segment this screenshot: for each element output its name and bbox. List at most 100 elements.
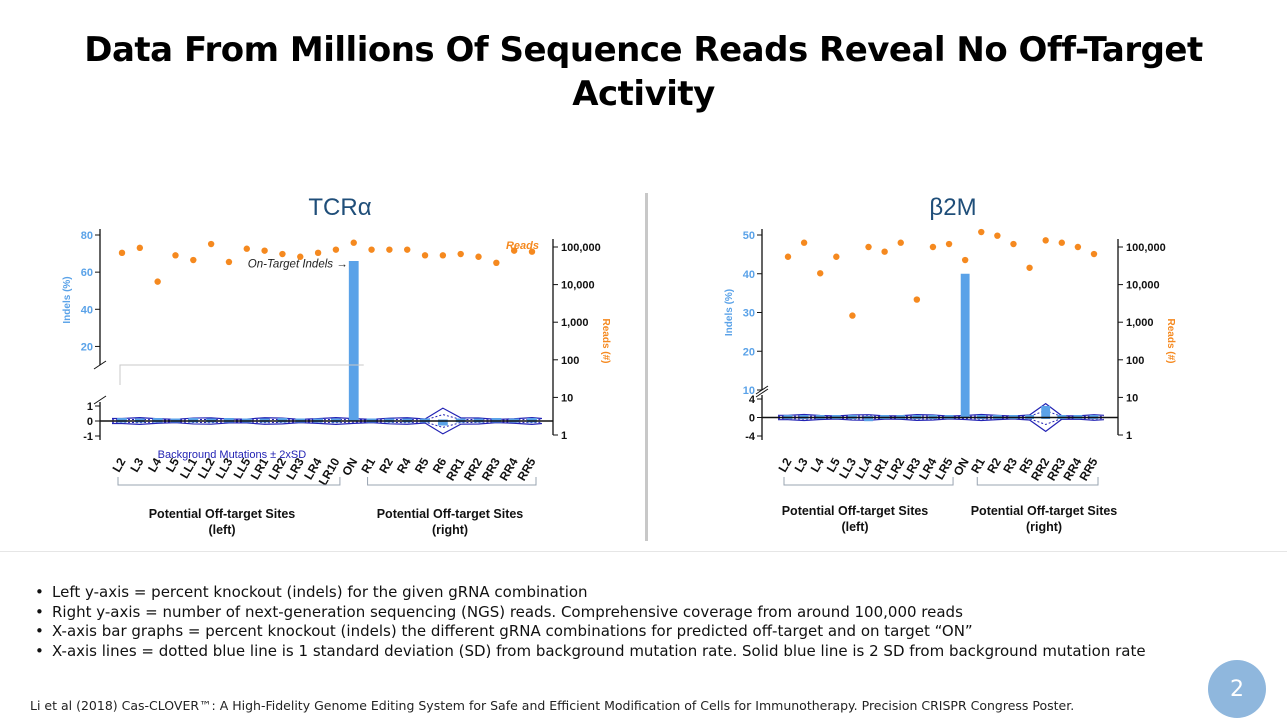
slide-title-line1: Data From Millions Of Sequence Reads Rev… xyxy=(84,30,1203,70)
y2-tick-label: 1 xyxy=(561,430,567,442)
y2-tick-label: 1,000 xyxy=(1126,317,1154,329)
y-tick-label: 50 xyxy=(743,230,755,242)
axis-break-mark xyxy=(755,388,769,398)
y2-tick-label: 10 xyxy=(561,392,573,404)
reads-point xyxy=(457,250,464,258)
group-label-line1: Potential Off-target Sites xyxy=(782,504,929,518)
reads-point xyxy=(510,247,518,254)
x-tick-label: L4 xyxy=(808,455,827,474)
y-tick-label: 20 xyxy=(743,346,755,358)
reads-point xyxy=(172,252,179,259)
y-axis-label: Indels (%) xyxy=(62,276,73,323)
reads-point xyxy=(493,259,500,267)
y-tick-label: 1 xyxy=(87,401,93,413)
reads-point xyxy=(297,253,304,260)
b2m-chart: β2M 10 20 30 40 50 -4 0 4 Indels (%) 1 10 100 1,000 10… xyxy=(724,194,1176,534)
reads-point xyxy=(439,252,447,259)
reads-point xyxy=(475,253,482,260)
on-target-annotation: On-Target Indels → xyxy=(248,258,348,270)
page-number-badge: 2 xyxy=(1208,660,1266,718)
x-tick-label: R1 xyxy=(968,455,988,476)
group-bracket xyxy=(976,477,1099,486)
indel-bar xyxy=(960,273,970,418)
x-tick-label: R5 xyxy=(1016,455,1036,476)
x-tick-label: R2 xyxy=(376,455,396,476)
group-label-line2: (right) xyxy=(1026,520,1062,534)
axis-break-mark xyxy=(93,360,107,370)
reads-point xyxy=(1058,239,1065,246)
y2-tick-label: 1,000 xyxy=(561,317,589,329)
y2-axis-label: Reads (#) xyxy=(1165,318,1176,363)
slide-title: Data From Millions Of Sequence Reads Rev… xyxy=(40,28,1247,116)
reads-point xyxy=(404,246,411,253)
reads-point xyxy=(386,246,393,253)
y-tick-label: 20 xyxy=(81,341,93,353)
slide-title-line2: Activity xyxy=(572,74,715,114)
y-tick-label: 80 xyxy=(81,230,93,242)
indel-bar xyxy=(1041,405,1051,419)
reads-point xyxy=(865,243,872,251)
x-tick-label: RR4 xyxy=(497,455,521,483)
sd2-lower-line xyxy=(112,422,543,435)
sd1-upper-line xyxy=(778,410,1105,418)
bullet-item: Right y-axis = number of next-generation… xyxy=(32,603,1146,623)
x-tick-label: L4 xyxy=(145,455,164,474)
x-tick-label: R4 xyxy=(394,455,414,476)
reads-point xyxy=(154,278,161,285)
x-tick-label: L2 xyxy=(109,455,128,474)
y-tick-label: 30 xyxy=(743,308,755,320)
group-bracket xyxy=(367,477,537,486)
bullet-list: Left y-axis = percent knockout (indels) … xyxy=(32,583,1146,661)
x-tick-label: R3 xyxy=(1000,455,1020,476)
chart-title: TCRα xyxy=(308,194,371,221)
callout-frame xyxy=(119,364,364,385)
y-tick-label: -4 xyxy=(745,431,756,443)
background-annotation: Background Mutations ± 2xSD xyxy=(158,449,307,461)
panel-divider xyxy=(645,193,648,541)
x-tick-label: L5 xyxy=(824,455,843,474)
reads-point xyxy=(279,250,286,258)
group-label-line2: (left) xyxy=(841,520,868,534)
reads-point xyxy=(225,258,233,266)
footer-divider xyxy=(0,551,1287,552)
reads-point xyxy=(1042,237,1049,244)
reads-point xyxy=(243,245,250,252)
reads-point xyxy=(136,244,144,252)
reads-point xyxy=(1074,243,1082,251)
reads-point xyxy=(368,246,375,253)
y2-tick-label: 100 xyxy=(561,355,579,367)
y2-tick-label: 100,000 xyxy=(1126,242,1166,254)
reads-point xyxy=(332,246,340,253)
y2-tick-label: 10,000 xyxy=(561,280,595,292)
y-tick-label: 0 xyxy=(87,416,93,428)
x-tick-label: R2 xyxy=(984,455,1004,476)
y2-tick-label: 100 xyxy=(1126,355,1144,367)
y2-tick-label: 100,000 xyxy=(561,242,601,254)
chart-title: β2M xyxy=(929,194,976,221)
reads-point xyxy=(849,312,856,319)
indel-bar xyxy=(437,419,448,426)
reads-point xyxy=(833,253,840,260)
bullet-item: X-axis bar graphs = percent knockout (in… xyxy=(32,622,1146,642)
bullet-item: Left y-axis = percent knockout (indels) … xyxy=(32,583,1146,603)
y-tick-label: 40 xyxy=(81,304,93,316)
reads-point xyxy=(978,228,985,236)
y-tick-label: 0 xyxy=(749,413,755,425)
sd1-lower-line xyxy=(778,417,1105,425)
reads-point xyxy=(929,243,937,251)
y2-tick-label: 10,000 xyxy=(1126,280,1160,292)
reads-point xyxy=(207,240,215,248)
x-tick-label: L3 xyxy=(127,455,146,474)
group-label-line1: Potential Off-target Sites xyxy=(971,504,1118,518)
reads-point xyxy=(190,256,197,264)
x-tick-label: RR2 xyxy=(461,455,485,483)
x-tick-label: RR1 xyxy=(443,455,467,483)
x-tick-label: ON xyxy=(339,456,360,479)
reads-point xyxy=(994,232,1001,239)
x-tick-label: RR5 xyxy=(514,455,538,483)
y2-axis-label: Reads (#) xyxy=(600,318,611,363)
x-tick-label: L5 xyxy=(163,455,182,474)
reads-point xyxy=(1010,240,1017,248)
y-tick-label: 60 xyxy=(81,267,93,279)
y-tick-label: 40 xyxy=(743,269,755,281)
